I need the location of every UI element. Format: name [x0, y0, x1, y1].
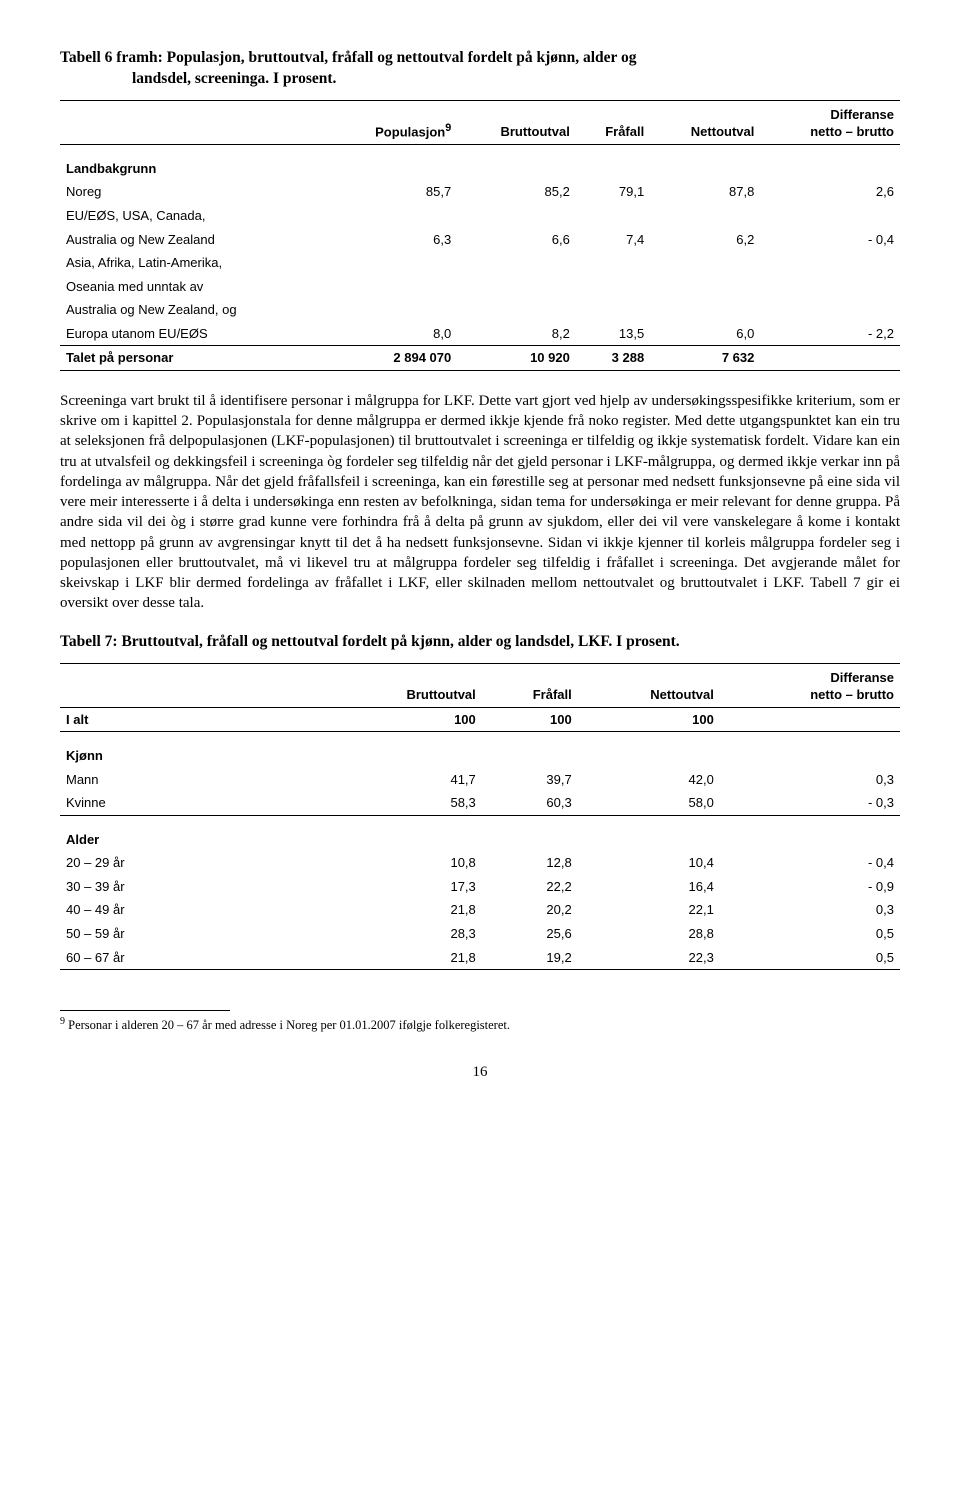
table7-col-bruttoutval: Bruttoutval — [329, 666, 482, 708]
table-row: Kvinne 58,3 60,3 58,0 - 0,3 — [60, 791, 900, 815]
table6-col-populasjon: Populasjon9 — [329, 103, 457, 145]
table6-total-row: Talet på personar 2 894 070 10 920 3 288… — [60, 346, 900, 371]
table-row: 60 – 67 år 21,8 19,2 22,3 0,5 — [60, 946, 900, 970]
table-row: Asia, Afrika, Latin-Amerika, — [60, 251, 900, 275]
table7-col-diff: Differansenetto – brutto — [720, 666, 900, 708]
table6-col-frafall: Fråfall — [576, 103, 650, 145]
table6: Populasjon9 Bruttoutval Fråfall Nettoutv… — [60, 100, 900, 371]
table-row: Australia og New Zealand 6,3 6,6 7,4 6,2… — [60, 228, 900, 252]
table-row: 40 – 49 år 21,8 20,2 22,1 0,3 — [60, 898, 900, 922]
table7-kjonn-label: Kjønn — [60, 744, 900, 768]
table7-alder-label: Alder — [60, 828, 900, 852]
table6-col-nettoutval: Nettoutval — [650, 103, 760, 145]
table-row: 30 – 39 år 17,3 22,2 16,4 - 0,9 — [60, 875, 900, 899]
footnote-rule — [60, 1010, 230, 1011]
table6-title-line2: landsdel, screeninga. I prosent. — [60, 70, 336, 87]
table6-group-label: Landbakgrunn — [60, 157, 900, 181]
table7-col-frafall: Fråfall — [482, 666, 578, 708]
table7-title: Tabell 7: Bruttoutval, fråfall og nettou… — [60, 632, 900, 653]
table-row: Europa utanom EU/EØS 8,0 8,2 13,5 6,0 - … — [60, 322, 900, 346]
table-row: Noreg 85,7 85,2 79,1 87,8 2,6 — [60, 180, 900, 204]
table-row: Oseania med unntak av — [60, 275, 900, 299]
table7-ialt-row: I alt 100 100 100 — [60, 707, 900, 732]
table-row: EU/EØS, USA, Canada, — [60, 204, 900, 228]
table6-title: Tabell 6 framh: Populasjon, bruttoutval,… — [60, 48, 900, 90]
body-paragraph: Screeninga vart brukt til å identifisere… — [60, 391, 900, 614]
table6-col-bruttoutval: Bruttoutval — [457, 103, 576, 145]
page-number: 16 — [60, 1062, 900, 1082]
table-row: Mann 41,7 39,7 42,0 0,3 — [60, 768, 900, 792]
footnote-text: Personar i alderen 20 – 67 år med adress… — [65, 1018, 510, 1032]
footnote: 9 Personar i alderen 20 – 67 år med adre… — [60, 1015, 900, 1034]
table-row: 50 – 59 år 28,3 25,6 28,8 0,5 — [60, 922, 900, 946]
table7-col-nettoutval: Nettoutval — [578, 666, 720, 708]
table6-col-diff: Differansenetto – brutto — [760, 103, 900, 145]
table6-title-line1: Tabell 6 framh: Populasjon, bruttoutval,… — [60, 49, 637, 66]
table-row: 20 – 29 år 10,8 12,8 10,4 - 0,4 — [60, 851, 900, 875]
table7: Bruttoutval Fråfall Nettoutval Differans… — [60, 663, 900, 971]
table-row: Australia og New Zealand, og — [60, 298, 900, 322]
